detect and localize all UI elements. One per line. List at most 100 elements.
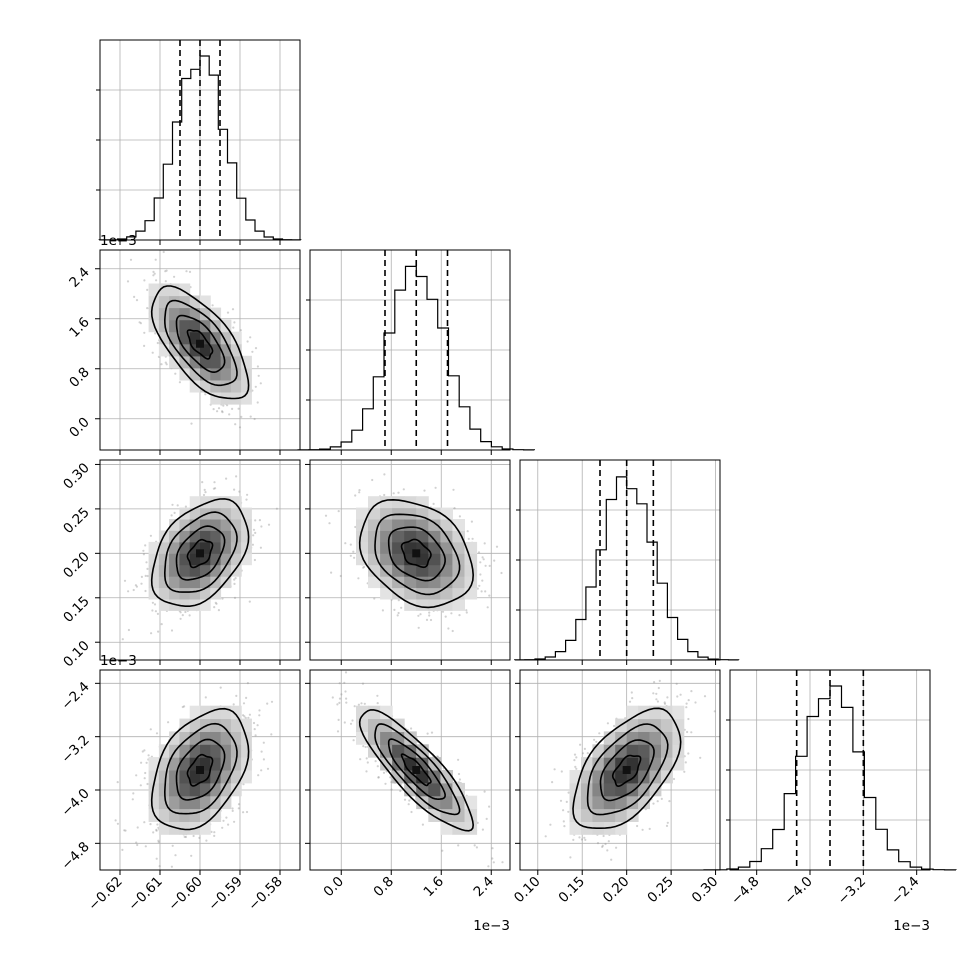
scatter-point	[332, 696, 334, 698]
scatter-point	[133, 589, 135, 591]
scatter-point	[410, 811, 412, 813]
scatter-point	[213, 606, 215, 608]
scatter-point	[157, 631, 159, 633]
scatter-point	[427, 733, 429, 735]
scatter-point	[247, 682, 249, 684]
scatter-point	[144, 772, 146, 774]
scatter-point	[325, 515, 327, 517]
scatter-point	[242, 811, 244, 813]
scatter-point	[428, 614, 430, 616]
scatter-point	[215, 603, 217, 605]
density-cell	[169, 770, 180, 783]
y-tick-label: −2.4	[58, 679, 92, 713]
scatter-point	[117, 823, 119, 825]
density-cell	[452, 542, 465, 554]
scatter-point	[171, 629, 173, 631]
scatter-point	[255, 386, 257, 388]
scatter-point	[270, 733, 272, 735]
scatter-point	[180, 611, 182, 613]
scatter-point	[417, 615, 419, 617]
scatter-point	[214, 487, 216, 489]
scatter-point	[408, 799, 410, 801]
scatter-point	[150, 728, 152, 730]
density-cell	[221, 706, 232, 719]
density-cell	[179, 308, 190, 321]
scatter-point	[483, 558, 485, 560]
scatter-point	[478, 551, 480, 553]
scatter-point	[155, 259, 157, 261]
scatter-point	[130, 259, 132, 261]
scatter-point	[404, 799, 406, 801]
scatter-point	[393, 609, 395, 611]
scatter-point	[254, 519, 256, 521]
density-cell	[169, 356, 180, 369]
scatter-point	[488, 806, 490, 808]
density-cell	[149, 308, 160, 321]
scatter-point	[465, 609, 467, 611]
density-cell	[241, 531, 252, 543]
scatter-point	[484, 590, 486, 592]
density-cell	[380, 508, 393, 520]
scatter-point	[218, 407, 220, 409]
density-cell	[416, 599, 429, 611]
scatter-point	[496, 546, 498, 548]
scatter-point	[220, 687, 222, 689]
scatter-point	[339, 682, 341, 684]
panel-3-1: 0.0 0.8 1.6 2.41e−3	[305, 670, 510, 934]
panel-2-1	[305, 460, 510, 665]
scatter-point	[157, 342, 159, 344]
x-tick-label: −0.59	[205, 874, 246, 915]
density-peak	[196, 766, 204, 774]
scatter-point	[184, 836, 186, 838]
scatter-point	[433, 503, 435, 505]
scatter-point	[221, 411, 223, 413]
scatter-point	[148, 754, 150, 756]
scatter-point	[189, 271, 191, 273]
scatter-point	[172, 845, 174, 847]
scatter-point	[354, 494, 356, 496]
scatter-point	[491, 847, 493, 849]
scatter-point	[128, 629, 130, 631]
y-tick-label: 1.6	[66, 314, 93, 341]
scatter-point	[221, 827, 223, 829]
scatter-point	[339, 698, 341, 700]
scatter-point	[266, 703, 268, 705]
scatter-point	[225, 817, 227, 819]
scatter-point	[234, 423, 236, 425]
scatter-point	[260, 769, 262, 771]
density-cell	[452, 599, 465, 611]
density-cell	[210, 496, 221, 508]
scatter-point	[145, 575, 147, 577]
density-cell	[169, 308, 180, 321]
scatter-point	[501, 861, 503, 863]
density-cell	[169, 796, 180, 809]
scatter-point	[193, 835, 195, 837]
density-cell	[159, 809, 170, 822]
scatter-point	[152, 831, 154, 833]
scatter-point	[238, 807, 240, 809]
scatter-point	[171, 866, 173, 868]
scatter-point	[145, 845, 147, 847]
density-cell	[231, 565, 242, 577]
scatter-point	[185, 270, 187, 272]
scatter-point	[144, 777, 146, 779]
scatter-point	[204, 393, 206, 395]
scatter-point	[365, 770, 367, 772]
scatter-point	[398, 612, 400, 614]
scatter-point	[397, 614, 399, 616]
scatter-point	[423, 490, 425, 492]
scatter-point	[233, 583, 235, 585]
density-cell	[221, 744, 232, 757]
scatter-point	[185, 506, 187, 508]
density-cell	[428, 565, 441, 577]
density-cell	[356, 542, 369, 554]
scatter-point	[468, 538, 470, 540]
y-tick-label: −4.0	[58, 786, 92, 820]
density-cell	[190, 588, 201, 600]
scatter-point	[257, 724, 259, 726]
scatter-point	[276, 508, 278, 510]
y-tick-label: 0.8	[66, 364, 93, 391]
scatter-point	[152, 352, 154, 354]
scatter-point	[472, 538, 474, 540]
scatter-point	[204, 489, 206, 491]
